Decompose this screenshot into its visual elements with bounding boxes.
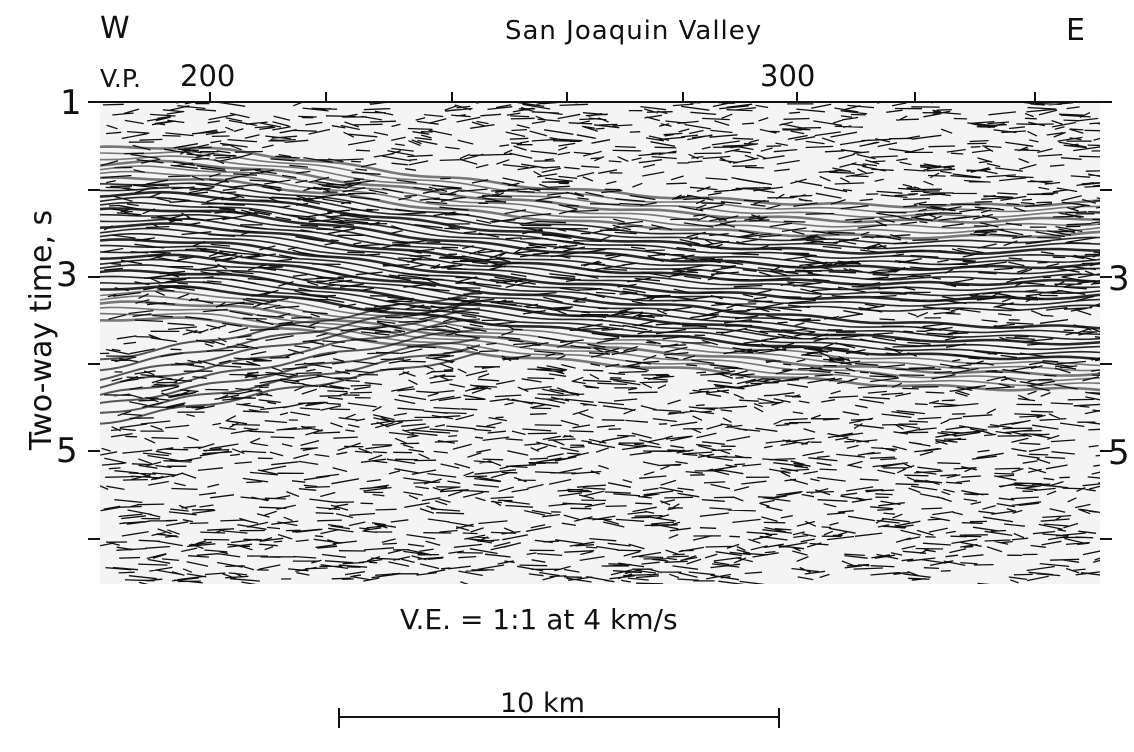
- reflector-line: [100, 281, 1100, 356]
- reflector-line: [100, 312, 1100, 387]
- reflector-line: [100, 306, 1100, 382]
- dipping-reflector-line: [100, 307, 481, 381]
- vp-label-200: 200: [180, 59, 236, 93]
- dipping-reflector-line: [100, 351, 481, 425]
- right-tick-label-5: 5: [1108, 433, 1130, 473]
- reflector-traces: [100, 145, 1100, 425]
- reflector-line: [100, 244, 1100, 307]
- reflector-line: [100, 238, 1100, 303]
- dipping-reflector-line: [100, 289, 481, 361]
- y-tick-label-3: 3: [56, 255, 78, 295]
- reflector-line: [100, 170, 1100, 234]
- reflector-line: [100, 159, 1100, 224]
- reflector-line: [100, 182, 1100, 245]
- reflector-line: [100, 207, 1100, 272]
- reflector-line: [100, 269, 1100, 346]
- y-tick-label-1: 1: [60, 83, 82, 123]
- scale-bar: [338, 708, 780, 728]
- reflector-line: [100, 196, 1100, 260]
- dipping-reflector-line: [100, 297, 481, 372]
- vertical-exaggeration-note: V.E. = 1:1 at 4 km/s: [400, 603, 678, 636]
- axis-frame: [88, 92, 1112, 540]
- reflector-line: [100, 264, 1100, 341]
- reflector-line: [100, 165, 1100, 229]
- reflector-line: [100, 295, 1100, 372]
- reflector-line: [100, 213, 1100, 276]
- reflector-line: [100, 316, 1100, 392]
- reflector-line: [100, 300, 1100, 377]
- reflector-line: [100, 190, 1100, 256]
- reflector-line: [100, 201, 1100, 266]
- reflector-line: [100, 275, 1100, 351]
- reflector-line: [100, 253, 1100, 330]
- scale-bar-label: 10 km: [500, 688, 585, 719]
- reflector-line: [100, 290, 1100, 367]
- reflector-line: [100, 258, 1100, 335]
- reflector-line: [100, 227, 1100, 291]
- y-tick-label-5: 5: [56, 431, 78, 471]
- dipping-reflector-line: [100, 337, 481, 404]
- reflector-line: [100, 186, 1100, 250]
- dipping-reflector-line: [100, 318, 481, 389]
- dipping-reflector-line: [100, 328, 481, 396]
- reflector-line: [100, 145, 1100, 209]
- east-label: E: [1066, 13, 1085, 48]
- vp-prefix-label: V.P.: [100, 64, 141, 93]
- figure-title: San Joaquin Valley: [505, 16, 763, 46]
- reflector-line: [100, 176, 1100, 240]
- reflector-line: [100, 285, 1100, 361]
- reflector-line: [100, 222, 1100, 287]
- reflector-line: [100, 233, 1100, 297]
- vp-label-300: 300: [760, 59, 816, 93]
- west-label: W: [100, 11, 130, 46]
- reflector-line: [100, 151, 1100, 214]
- right-tick-label-3: 3: [1108, 259, 1130, 299]
- reflector-line: [100, 155, 1100, 218]
- reflector-line: [100, 249, 1100, 312]
- dipping-reflector-line: [100, 344, 481, 414]
- reflector-line: [100, 218, 1100, 281]
